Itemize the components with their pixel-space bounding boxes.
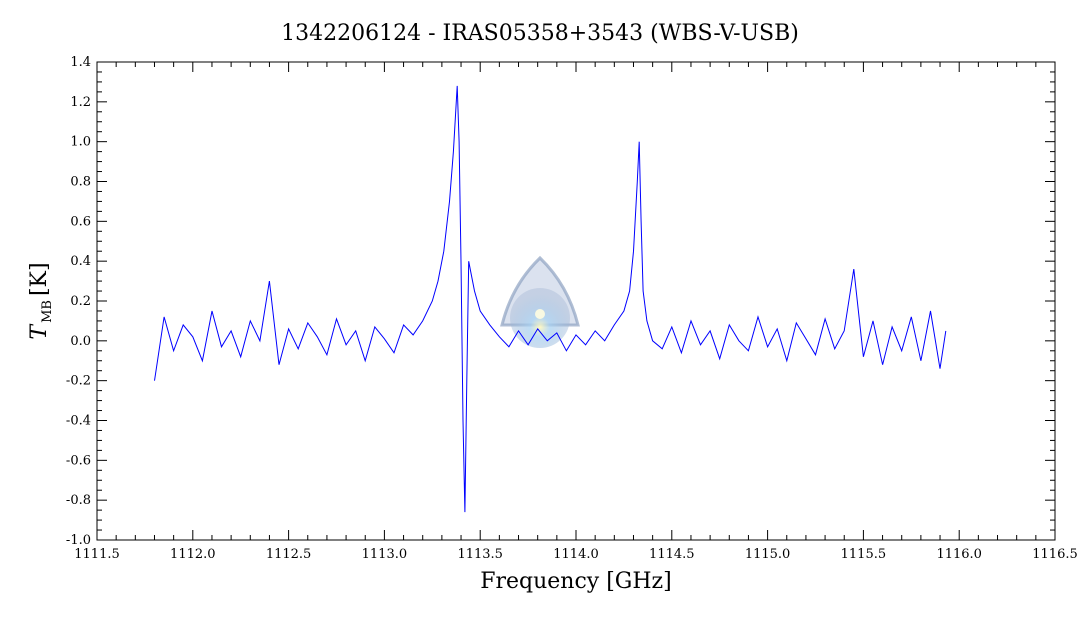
y-tick-label: 0.2 bbox=[70, 294, 91, 309]
x-tick-label: 1115.0 bbox=[745, 547, 791, 562]
x-axis: 1111.5 1112.0 1112.5 1113.0 1113.5 1114.0 1114… bbox=[74, 62, 1078, 562]
y-tick-label: 1.0 bbox=[70, 135, 91, 150]
y-tick-label: 0.0 bbox=[70, 334, 91, 349]
y-tick-label: -0.6 bbox=[66, 453, 91, 468]
y-axis-label-unit: [K] bbox=[27, 262, 52, 296]
y-tick-label: 1.2 bbox=[70, 95, 91, 110]
y-axis-label: TMB [K] bbox=[27, 262, 55, 339]
y-tick-label: -1.0 bbox=[66, 533, 91, 548]
x-tick-label: 1114.0 bbox=[553, 547, 599, 562]
y-tick-label: -0.4 bbox=[66, 414, 91, 429]
spectrum-series-line bbox=[154, 85, 947, 513]
x-tick-label: 1116.0 bbox=[936, 547, 982, 562]
x-axis-label: Frequency [GHz] bbox=[480, 569, 672, 594]
y-axis-label-sub: MB bbox=[40, 300, 55, 323]
x-tick-label: 1113.5 bbox=[457, 547, 503, 562]
y-tick-label: 1.4 bbox=[70, 55, 91, 70]
chart-title: 1342206124 - IRAS05358+3543 (WBS-V-USB) bbox=[281, 21, 799, 46]
x-tick-label: 1116.5 bbox=[1032, 547, 1078, 562]
y-tick-label: -0.8 bbox=[66, 493, 91, 508]
x-tick-label: 1113.0 bbox=[362, 547, 408, 562]
plot-frame bbox=[96, 61, 1056, 541]
y-tick-label: 0.8 bbox=[70, 175, 91, 190]
y-tick-label: 0.4 bbox=[70, 254, 91, 269]
y-axis-label-main: T bbox=[27, 323, 52, 340]
x-tick-label: 1112.5 bbox=[266, 547, 312, 562]
y-tick-label: 0.6 bbox=[70, 214, 91, 229]
y-tick-label: -0.2 bbox=[66, 374, 91, 389]
x-tick-label: 1114.5 bbox=[649, 547, 695, 562]
x-tick-label: 1112.0 bbox=[170, 547, 216, 562]
y-axis: 1.4 1.2 1.0 0.8 0.6 0.4 0.2 0.0 -0.2 -0.4 -0.6 -0.8… bbox=[66, 55, 1055, 548]
x-tick-label: 1111.5 bbox=[74, 547, 120, 562]
x-tick-label: 1115.5 bbox=[841, 547, 887, 562]
herschel-logo-watermark bbox=[500, 255, 580, 348]
